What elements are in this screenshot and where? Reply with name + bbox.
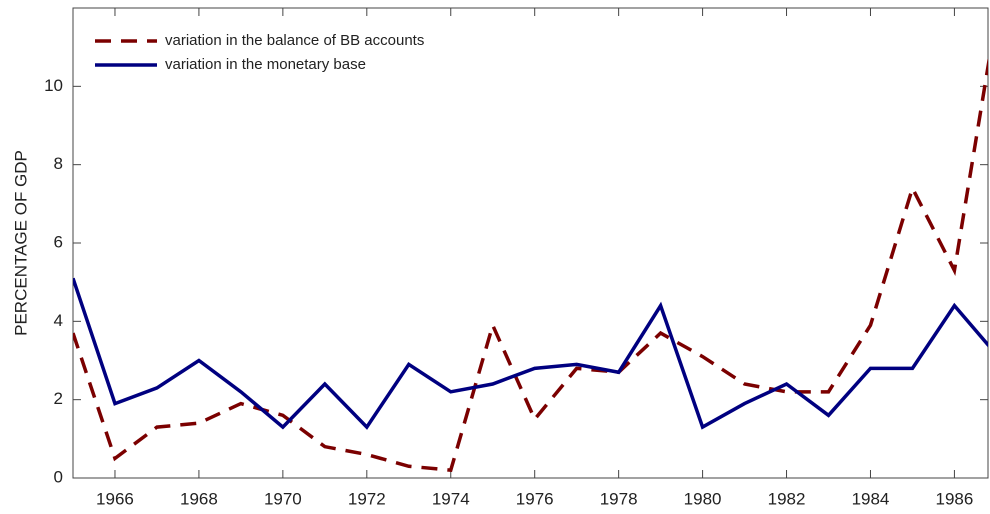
x-tick-label: 1982 <box>768 489 806 508</box>
y-tick-label: 4 <box>54 311 63 330</box>
x-tick-label: 1966 <box>96 489 134 508</box>
x-tick-label: 1986 <box>936 489 974 508</box>
x-tick-label: 1970 <box>264 489 302 508</box>
plot-area <box>73 55 988 473</box>
y-tick-label: 0 <box>54 467 63 486</box>
y-tick-label: 2 <box>54 389 63 408</box>
x-tick-label: 1978 <box>600 489 638 508</box>
legend-label: variation in the balance of BB accounts <box>165 32 424 49</box>
x-tick-label: 1968 <box>180 489 218 508</box>
x-tick-label: 1972 <box>348 489 386 508</box>
x-tick-label: 1974 <box>432 489 470 508</box>
x-tick-label: 1984 <box>852 489 890 508</box>
y-tick-label: 10 <box>44 76 63 95</box>
series-line <box>73 55 988 473</box>
y-tick-label: 6 <box>54 232 63 251</box>
y-tick-label: 8 <box>54 154 63 173</box>
x-tick-label: 1980 <box>684 489 722 508</box>
y-axis-label: PERCENTAGE OF GDP <box>11 150 30 336</box>
series-line <box>73 277 988 430</box>
x-tick-label: 1976 <box>516 489 554 508</box>
legend-label: variation in the monetary base <box>165 56 366 73</box>
